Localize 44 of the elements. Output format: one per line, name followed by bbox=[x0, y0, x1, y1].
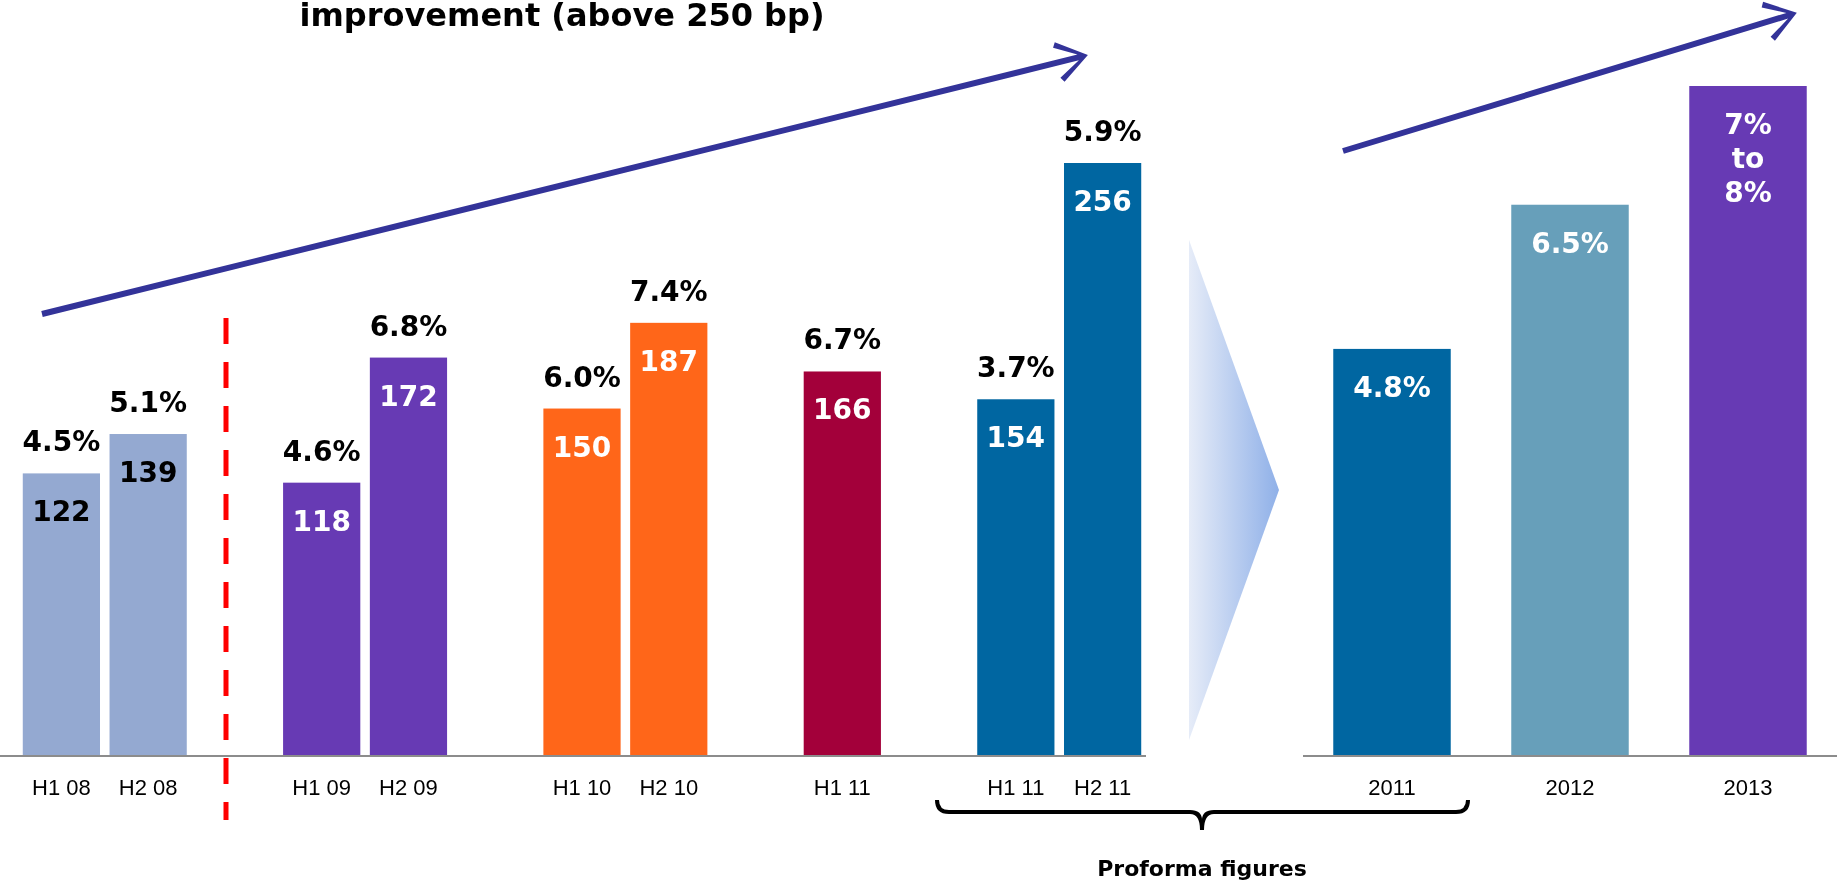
data-label: 256 bbox=[1073, 185, 1132, 218]
data-label: 187 bbox=[639, 344, 698, 378]
x-tick-label: H1 09 bbox=[292, 774, 352, 800]
bar bbox=[369, 357, 448, 756]
data-label: 4.8% bbox=[1353, 370, 1431, 404]
text: 5.9% bbox=[1063, 115, 1142, 148]
annotation: 4.6% bbox=[282, 434, 361, 468]
annotation: 6.0% bbox=[543, 360, 621, 394]
data-label: 6.5% bbox=[1531, 226, 1609, 260]
x-tick-label: H1 10 bbox=[552, 774, 612, 800]
bar bbox=[1064, 163, 1142, 756]
bar bbox=[109, 434, 187, 756]
x-tick-label: H2 08 bbox=[118, 774, 178, 800]
chart-title: improvement (above 250 bp) bbox=[299, 0, 825, 34]
annotation: 3.7% bbox=[977, 351, 1055, 385]
bar bbox=[803, 371, 881, 756]
bar bbox=[977, 399, 1055, 756]
data-label: 154 bbox=[986, 421, 1046, 455]
x-tick-label: 2013 bbox=[1723, 774, 1773, 800]
bar bbox=[630, 322, 708, 756]
data-label: 7% to 8% bbox=[1724, 108, 1772, 209]
text: Proforma figures bbox=[1097, 856, 1307, 881]
annotation: 6.7% bbox=[803, 323, 882, 357]
x-tick-label: 2011 bbox=[1368, 774, 1416, 800]
x-tick-label: 2012 bbox=[1545, 774, 1595, 800]
x-tick-label: H1 11 bbox=[813, 774, 871, 800]
bar bbox=[543, 408, 621, 756]
data-label: 122 bbox=[32, 495, 91, 529]
annotation: 5.1% bbox=[109, 386, 187, 420]
annotation: 4.5% bbox=[22, 425, 101, 459]
data-label: 118 bbox=[292, 504, 351, 538]
x-tick-label: H2 09 bbox=[379, 774, 438, 800]
annotation: 6.8% bbox=[369, 309, 448, 343]
x-tick-label: H1 08 bbox=[32, 774, 91, 800]
bar bbox=[22, 473, 100, 756]
annotation: 7.4% bbox=[629, 274, 708, 308]
data-label: 150 bbox=[552, 430, 612, 464]
bar bbox=[283, 482, 361, 756]
data-label: 172 bbox=[379, 379, 438, 413]
x-tick-label: H1 11 bbox=[987, 774, 1045, 800]
x-tick-label: H2 11 bbox=[1074, 774, 1132, 800]
data-label: 166 bbox=[813, 393, 872, 427]
data-label: 139 bbox=[118, 456, 178, 490]
x-tick-label: H2 10 bbox=[639, 774, 699, 800]
